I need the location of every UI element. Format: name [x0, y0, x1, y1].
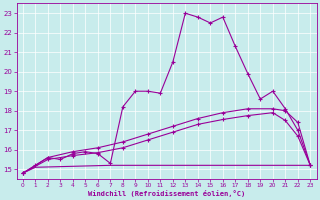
X-axis label: Windchill (Refroidissement éolien,°C): Windchill (Refroidissement éolien,°C): [88, 190, 245, 197]
